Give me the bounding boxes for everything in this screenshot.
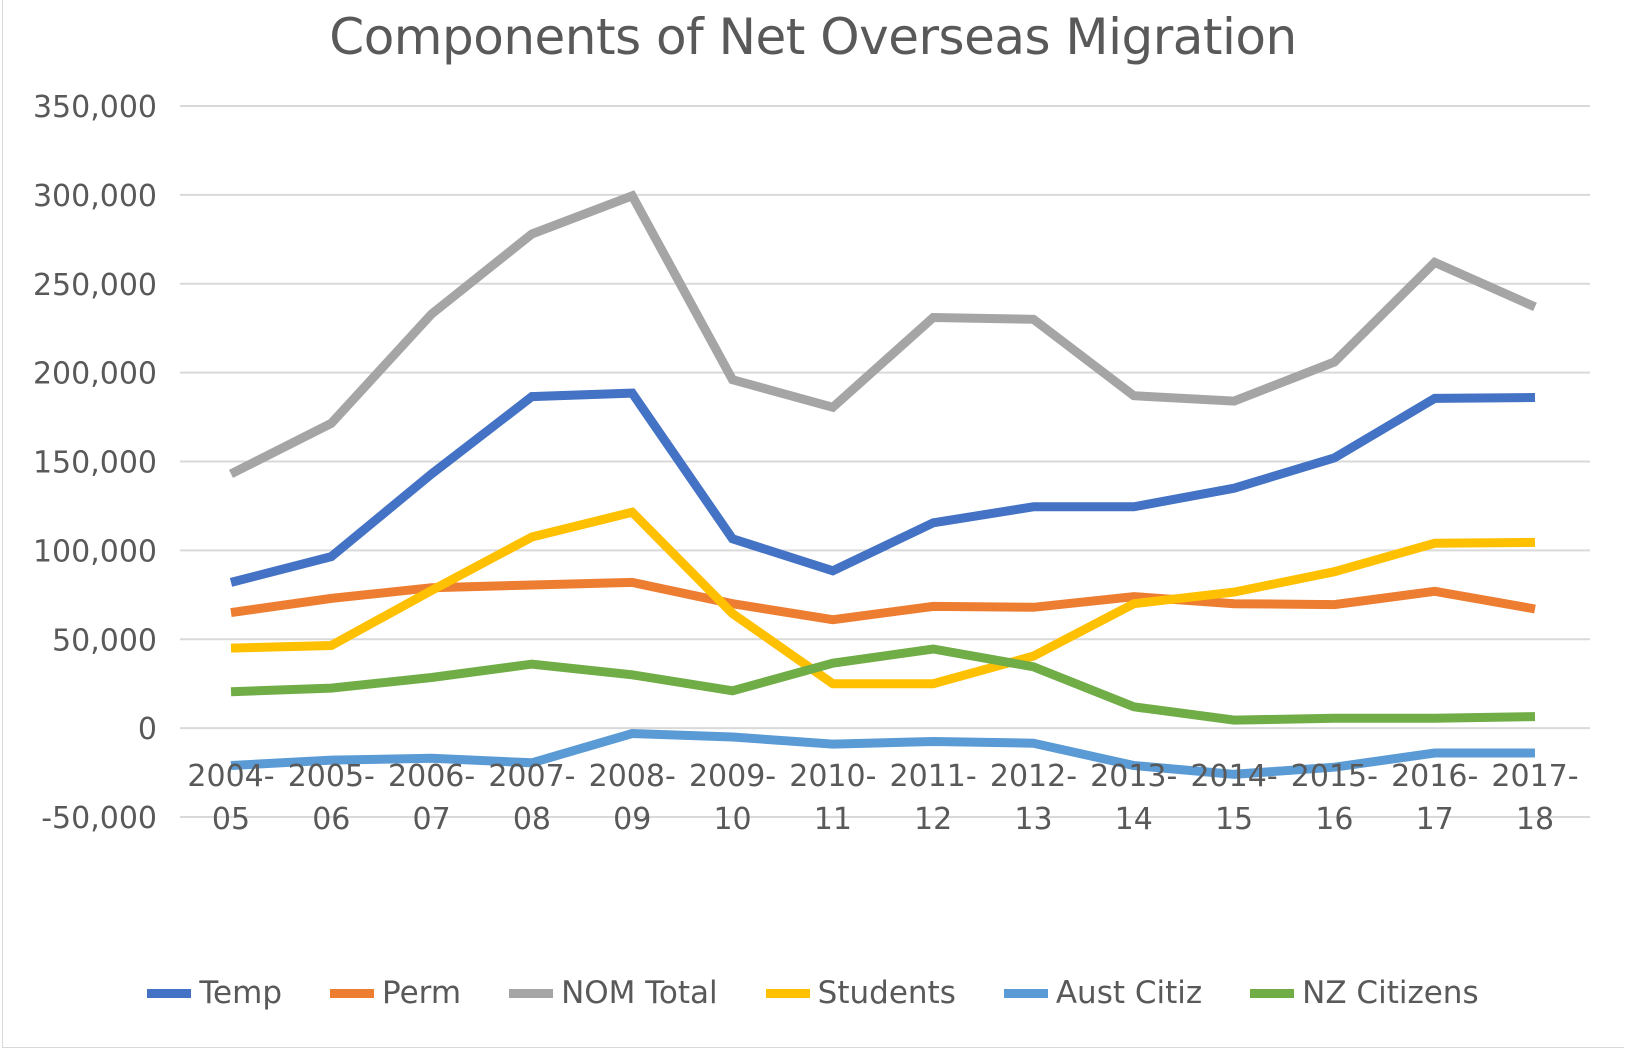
legend-label: NOM Total xyxy=(561,975,718,1011)
x-tick-label: 2017- xyxy=(1491,759,1578,794)
x-tick-label: 2009- xyxy=(689,759,776,794)
legend-item: Temp xyxy=(147,975,282,1011)
y-tick-label: 150,000 xyxy=(33,446,157,481)
x-tick-label: 07 xyxy=(413,802,451,837)
legend-item: Perm xyxy=(330,975,461,1011)
chart-title: Components of Net Overseas Migration xyxy=(329,8,1297,66)
x-tick-label: 16 xyxy=(1315,802,1353,837)
series-line-temp xyxy=(229,388,1536,587)
x-tick-label: 09 xyxy=(613,802,651,837)
legend-item: Students xyxy=(765,975,956,1011)
x-tick-label: 2006- xyxy=(388,759,475,794)
legend-label: Students xyxy=(817,975,956,1011)
y-tick-label: 0 xyxy=(138,712,157,747)
series-lines xyxy=(228,190,1537,779)
x-tick-label: 14 xyxy=(1115,802,1153,837)
legend: Temp Perm NOM Total Students Aust Citiz NZ Ci… xyxy=(0,975,1626,1011)
legend-swatch xyxy=(1250,988,1295,998)
x-tick-label: 18 xyxy=(1516,802,1554,837)
y-tick-label: -50,000 xyxy=(41,801,157,836)
series-line-students xyxy=(230,507,1536,689)
x-tick-label: 15 xyxy=(1215,802,1253,837)
series-line-aust-citiz xyxy=(230,728,1535,779)
y-tick-label: 300,000 xyxy=(33,179,157,214)
x-tick-label: 11 xyxy=(814,802,852,837)
legend-label: NZ Citizens xyxy=(1302,975,1479,1011)
x-tick-label: 2007- xyxy=(488,759,575,794)
x-tick-label: 2015- xyxy=(1291,759,1378,794)
x-tick-label: 05 xyxy=(212,802,250,837)
x-tick-label: 08 xyxy=(513,802,551,837)
x-tick-label: 12 xyxy=(914,802,952,837)
x-axis-ticks: 2004- 05 2005- 06 2006- 07 2007- 08 2008- 09 2009-… xyxy=(187,759,1578,837)
x-tick-label: 10 xyxy=(713,802,751,837)
legend-swatch xyxy=(765,988,810,998)
x-tick-label: 06 xyxy=(312,802,350,837)
y-tick-label: 350,000 xyxy=(33,90,157,125)
y-tick-label: 100,000 xyxy=(33,534,157,569)
y-axis-ticks: -50,000 0 50,000 100,000 150,000 200,000 250,0… xyxy=(33,90,157,836)
series-line-nz-citizens xyxy=(230,644,1536,725)
x-tick-label: 2005- xyxy=(288,759,375,794)
plot-area: -50,000 0 50,000 100,000 150,000 200,000 250,0… xyxy=(33,90,1590,837)
x-tick-label: 2016- xyxy=(1391,759,1478,794)
legend-item: NZ Citizens xyxy=(1250,975,1479,1011)
legend-item: NOM Total xyxy=(509,975,718,1011)
x-tick-label: 2012- xyxy=(990,759,1077,794)
y-tick-label: 50,000 xyxy=(52,623,157,658)
x-tick-label: 2004- xyxy=(187,759,274,794)
x-tick-label: 2014- xyxy=(1190,759,1277,794)
x-tick-label: 2010- xyxy=(789,759,876,794)
y-tick-label: 200,000 xyxy=(33,357,157,392)
legend-label: Perm xyxy=(382,975,462,1011)
legend-label: Temp xyxy=(199,975,282,1011)
series-line-perm xyxy=(230,577,1536,625)
x-tick-label: 2008- xyxy=(589,759,676,794)
x-tick-label: 17 xyxy=(1416,802,1454,837)
y-tick-label: 250,000 xyxy=(33,268,157,303)
series-line-nom-total xyxy=(228,190,1537,478)
legend-label: Aust Citiz xyxy=(1055,975,1203,1011)
x-tick-label: 2011- xyxy=(890,759,977,794)
legend-item: Aust Citiz xyxy=(1003,975,1203,1011)
legend-swatch xyxy=(330,988,374,998)
x-tick-label: 2013- xyxy=(1090,759,1177,794)
legend-swatch xyxy=(509,988,554,998)
legend-swatch xyxy=(1003,988,1048,998)
gridlines xyxy=(180,105,1590,818)
x-tick-label: 13 xyxy=(1014,802,1052,837)
legend-swatch xyxy=(147,988,192,998)
